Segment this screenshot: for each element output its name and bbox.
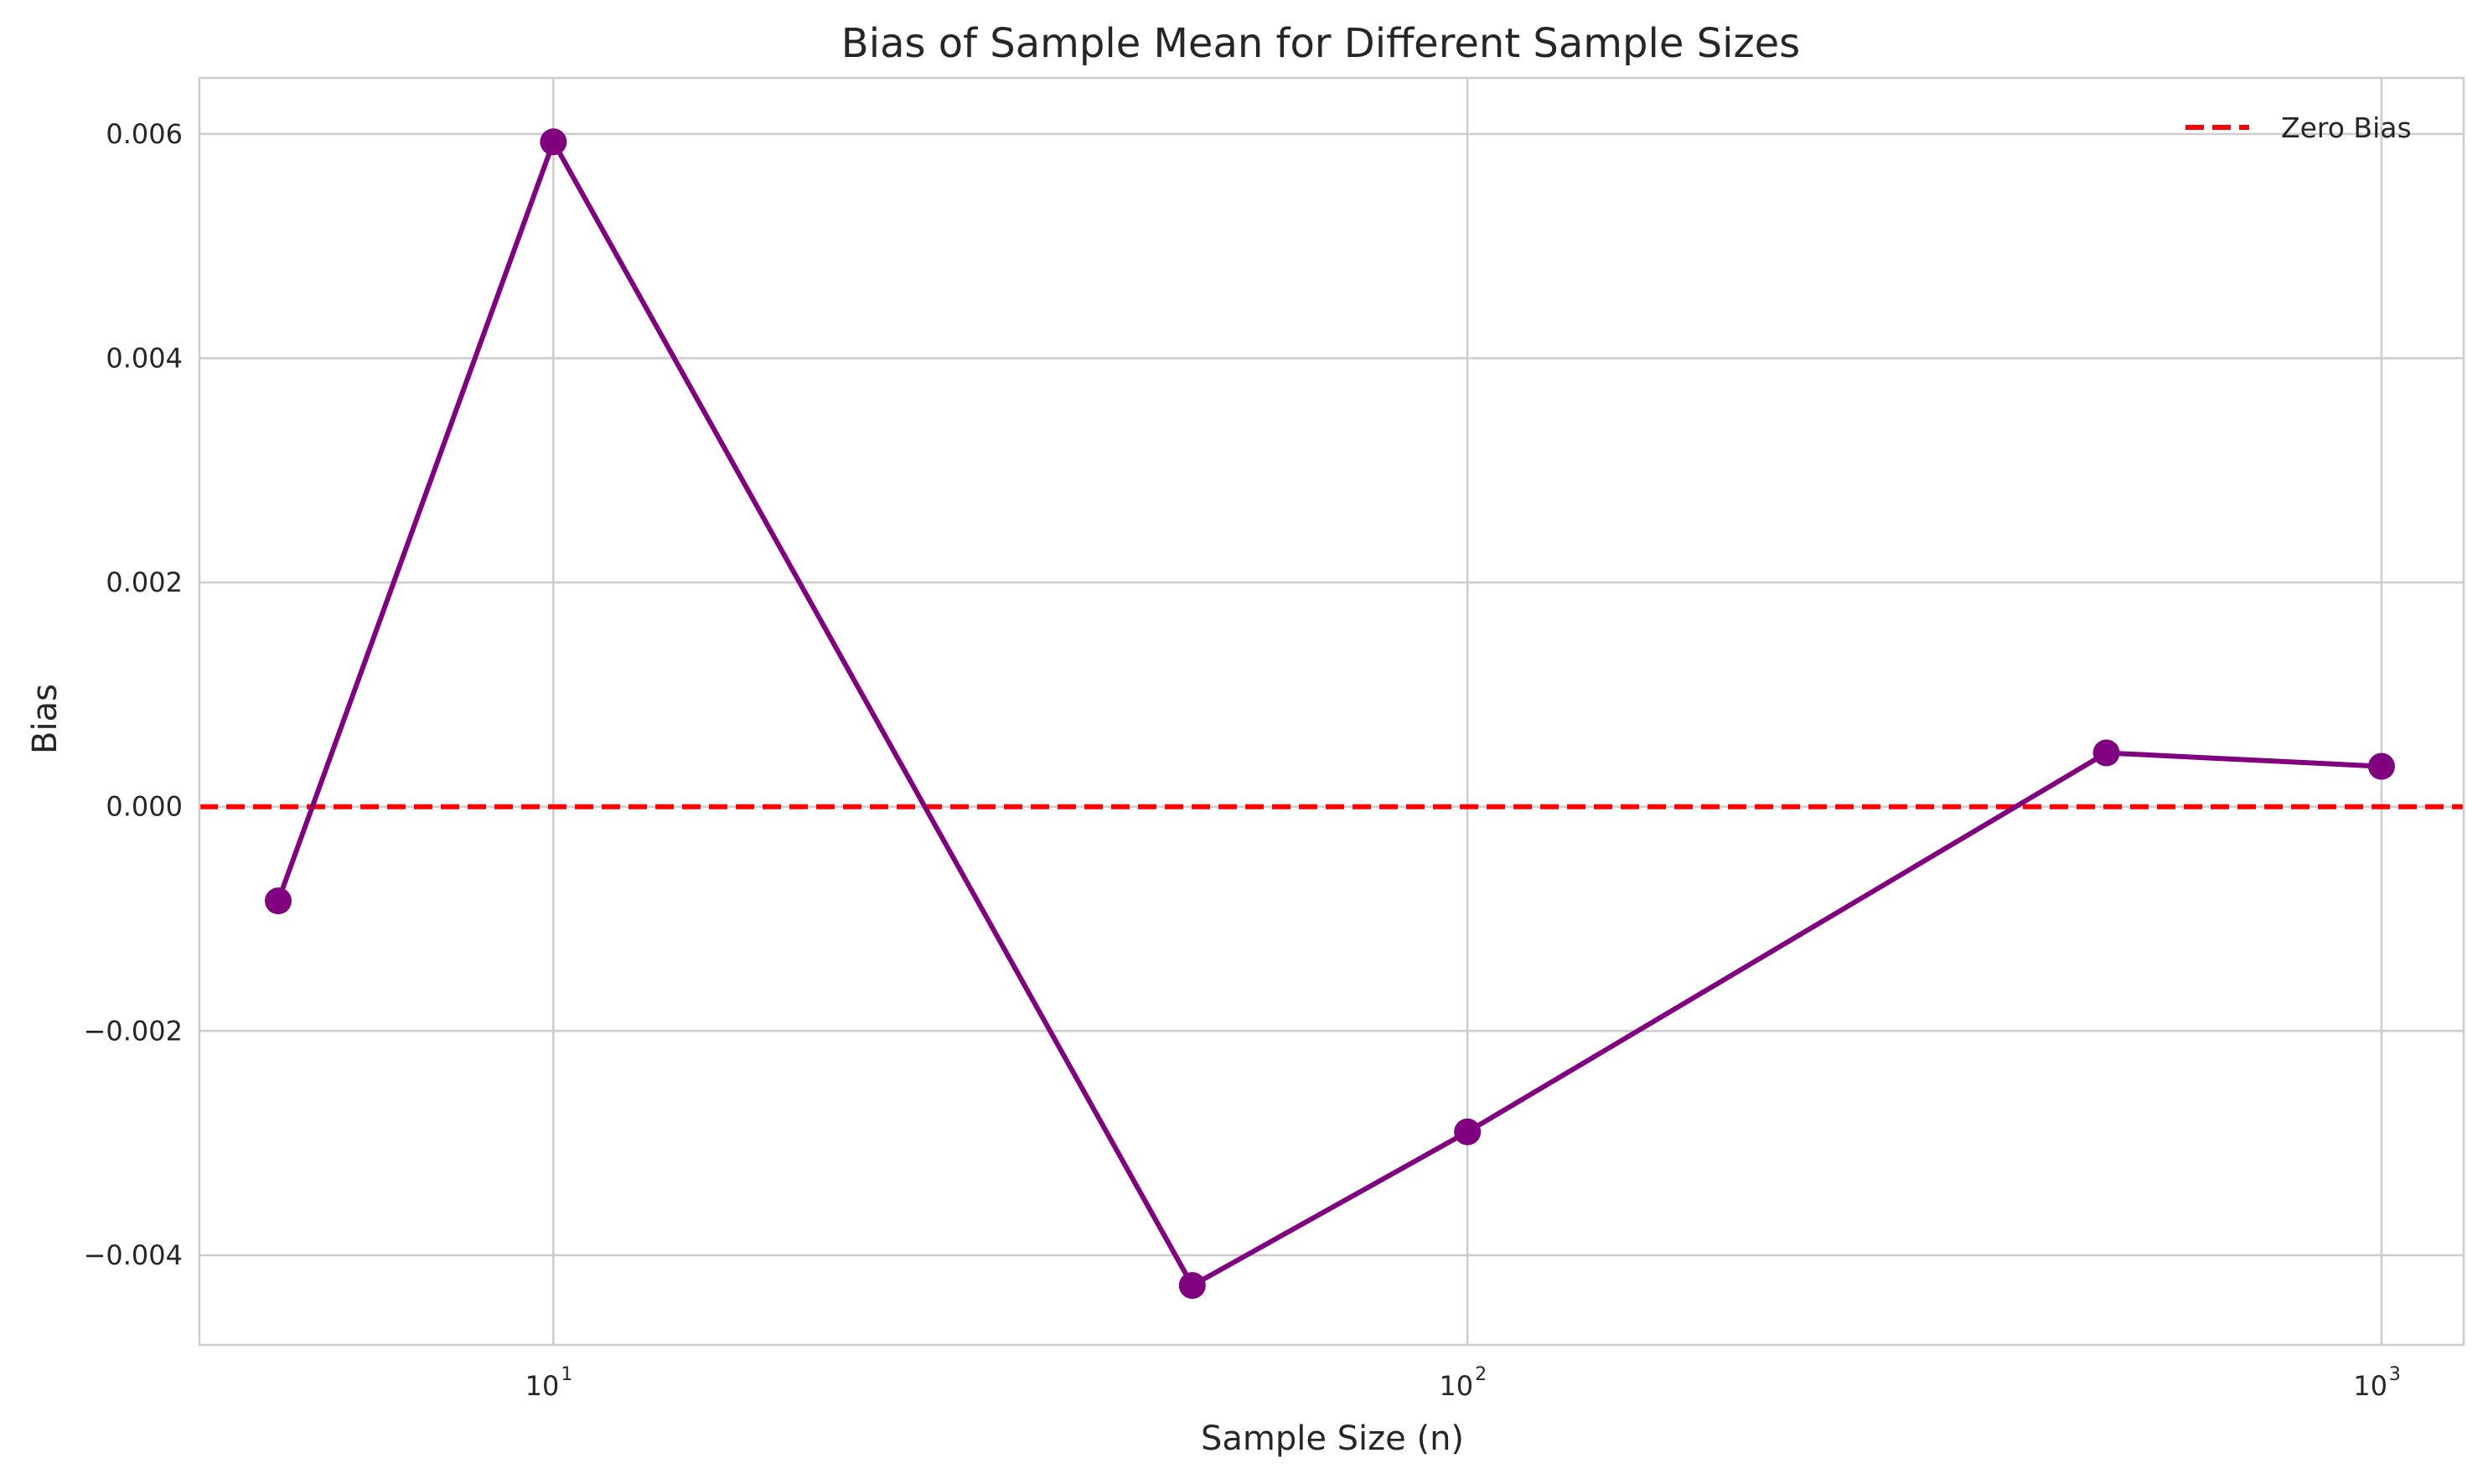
legend: Zero Bias	[2185, 111, 2412, 144]
data-point	[540, 128, 567, 156]
series-layer	[265, 128, 2395, 1300]
y-tick-label: 0.002	[106, 566, 183, 598]
y-tick-label: −0.004	[84, 1239, 183, 1271]
x-axis-label: Sample Size (n)	[1201, 1419, 1464, 1458]
x-tick-label: 10 3	[2353, 1364, 2401, 1402]
x-tick-base: 10	[525, 1370, 560, 1402]
x-tick-label: 10 2	[1439, 1364, 1487, 1402]
data-point	[1454, 1118, 1482, 1145]
chart-title: Bias of Sample Mean for Different Sample…	[841, 20, 1800, 67]
legend-label: Zero Bias	[2281, 111, 2412, 144]
data-point	[265, 887, 292, 915]
data-point	[1178, 1272, 1206, 1300]
y-axis-label: Bias	[26, 684, 65, 754]
plot-frame	[198, 76, 2465, 1347]
data-point	[2092, 739, 2120, 767]
x-tick-exponent: 1	[561, 1364, 572, 1385]
x-tick-base: 10	[2353, 1370, 2387, 1402]
x-tick-label: 10 1	[525, 1364, 573, 1402]
bias-line	[276, 139, 2382, 1289]
x-tick-exponent: 3	[2389, 1364, 2401, 1385]
data-point	[2367, 752, 2395, 780]
y-tick-label: −0.002	[84, 1015, 183, 1047]
y-tick-label: 0.006	[106, 118, 183, 150]
x-tick-exponent: 2	[1475, 1364, 1487, 1385]
y-tick-label: 0.004	[106, 343, 183, 375]
y-tick-label: 0.000	[106, 791, 183, 823]
x-tick-base: 10	[1439, 1370, 1473, 1402]
